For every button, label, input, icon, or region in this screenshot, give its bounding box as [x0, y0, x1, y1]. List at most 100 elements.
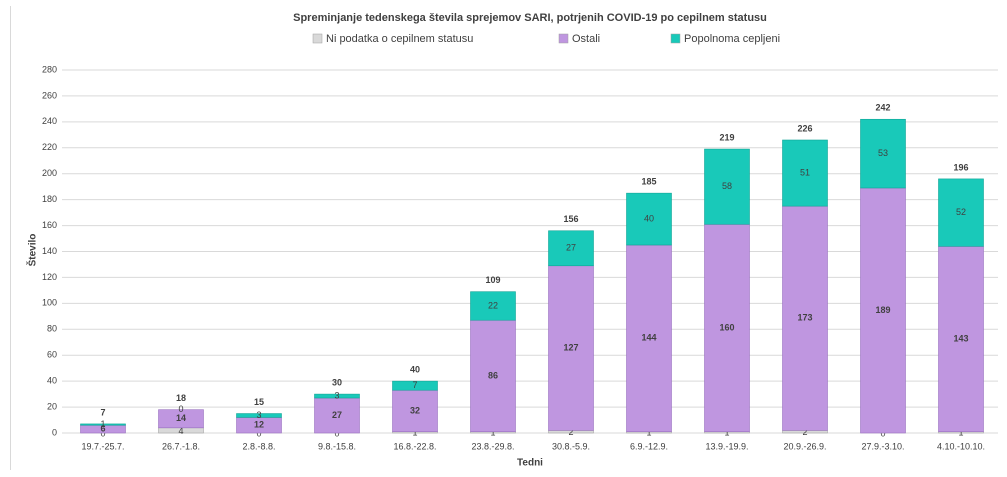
data-label: 6 [100, 423, 105, 433]
legend-swatch [670, 33, 681, 44]
legend-label: Ostali [572, 33, 600, 45]
x-tick-label: 6.9.-12.9. [630, 441, 668, 451]
y-tick-label: 0 [52, 427, 57, 437]
bar-segment [470, 319, 516, 433]
y-tick-label: 200 [42, 168, 57, 178]
data-label: 189 [875, 305, 890, 315]
data-label: 52 [956, 207, 966, 217]
data-label: 160 [719, 322, 734, 332]
total-label: 226 [797, 123, 812, 133]
data-label: 0 [100, 428, 105, 438]
bar-segment [782, 139, 828, 207]
x-tick-label: 23.8.-29.8. [471, 441, 514, 451]
bar-segment [938, 246, 984, 433]
y-tick-label: 20 [47, 401, 57, 411]
x-axis-title: Tedni [517, 458, 543, 469]
total-label: 7 [100, 407, 105, 417]
data-label: 58 [722, 181, 732, 191]
legend-label: Popolnoma cepljeni [684, 33, 780, 45]
x-tick-label: 16.8.-22.8. [393, 441, 436, 451]
bar-segment [626, 192, 672, 246]
y-tick-label: 260 [42, 90, 57, 100]
data-label: 14 [176, 413, 186, 423]
data-label: 86 [488, 370, 498, 380]
y-tick-label: 100 [42, 298, 57, 308]
data-label: 143 [953, 333, 968, 343]
x-tick-label: 20.9.-26.9. [783, 441, 826, 451]
bar-segment [158, 409, 204, 429]
data-label: 0 [178, 404, 183, 414]
bar-segment [392, 389, 438, 433]
data-label: 127 [563, 342, 578, 352]
data-label: 1 [958, 428, 963, 438]
y-tick-label: 60 [47, 350, 57, 360]
bar-segment [860, 118, 906, 189]
bar-segment [314, 397, 360, 434]
data-label: 1 [490, 428, 495, 438]
bar-segment [392, 380, 438, 391]
legend-swatch [312, 33, 323, 44]
data-label: 7 [412, 380, 417, 390]
data-label: 1 [412, 428, 417, 438]
data-label: 0 [880, 428, 885, 438]
data-label: 53 [878, 148, 888, 158]
data-label: 2 [568, 427, 573, 437]
data-label: 2 [802, 427, 807, 437]
total-label: 109 [485, 275, 500, 285]
bar-segment [236, 413, 282, 418]
data-label: 27 [566, 243, 576, 253]
y-tick-label: 160 [42, 220, 57, 230]
data-label: 173 [797, 313, 812, 323]
data-label: 1 [724, 428, 729, 438]
x-tick-label: 19.7.-25.7. [81, 441, 124, 451]
y-axis-title: Število [26, 234, 39, 267]
bar-segment [782, 205, 828, 431]
data-label: 27 [332, 410, 342, 420]
y-tick-label: 80 [47, 324, 57, 334]
y-tick-label: 240 [42, 116, 57, 126]
legend-label: Ni podatka o cepilnem statusu [326, 33, 473, 45]
data-label: 3 [256, 410, 261, 420]
data-label: 0 [256, 428, 261, 438]
data-label: 22 [488, 300, 498, 310]
y-tick-label: 220 [42, 142, 57, 152]
y-tick-label: 40 [47, 376, 57, 386]
total-label: 219 [719, 132, 734, 142]
data-label: 51 [800, 167, 810, 177]
data-label: 0 [334, 428, 339, 438]
total-label: 242 [875, 103, 890, 113]
data-label: 3 [334, 390, 339, 400]
data-label: 4 [178, 426, 183, 436]
x-tick-label: 2.8.-8.8. [242, 441, 275, 451]
data-label: 12 [254, 420, 264, 430]
data-label: 40 [644, 213, 654, 223]
x-tick-label: 13.9.-19.9. [705, 441, 748, 451]
bar-segment [470, 291, 516, 321]
bar-segment [314, 393, 360, 399]
y-tick-label: 120 [42, 272, 57, 282]
bar-segment [704, 223, 750, 433]
y-tick-label: 180 [42, 194, 57, 204]
data-label: 1 [646, 428, 651, 438]
data-label: 32 [410, 405, 420, 415]
total-label: 18 [176, 393, 186, 403]
total-label: 196 [953, 162, 968, 172]
bar-segment [548, 265, 594, 431]
bar-segment [860, 187, 906, 434]
x-tick-label: 27.9.-3.10. [861, 441, 904, 451]
bar-segment [548, 230, 594, 267]
bar-segment [938, 178, 984, 247]
x-tick-label: 26.7.-1.8. [162, 441, 200, 451]
x-tick-label: 4.10.-10.10. [937, 441, 985, 451]
bar-segment [626, 244, 672, 433]
total-label: 156 [563, 214, 578, 224]
bar-segment [704, 148, 750, 225]
bar-segment [80, 423, 126, 426]
x-tick-label: 30.8.-5.9. [552, 441, 590, 451]
data-label: 1 [100, 419, 105, 429]
y-tick-label: 280 [42, 64, 57, 74]
legend-swatch [558, 33, 569, 44]
chart-title: Spreminjanje tedenskega števila sprejemo… [293, 12, 767, 24]
total-label: 40 [410, 365, 420, 375]
